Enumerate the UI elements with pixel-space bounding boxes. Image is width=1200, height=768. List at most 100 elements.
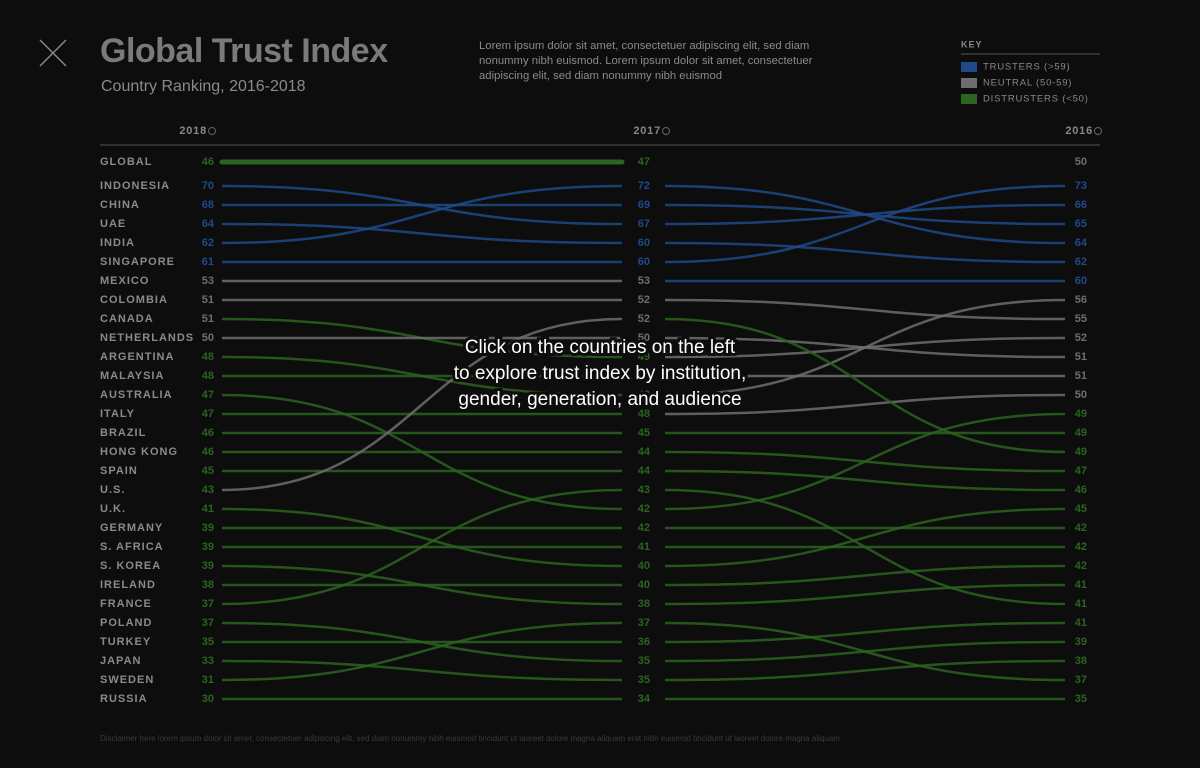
disclaimer: Disclaimer here lorem ipsum dolor sit am… — [100, 734, 840, 743]
global-value: 47 — [638, 156, 650, 168]
value-label: 47 — [202, 389, 214, 401]
value-label: 55 — [1075, 313, 1087, 325]
country-label[interactable]: SWEDEN — [100, 674, 154, 686]
country-label[interactable]: TURKEY — [100, 636, 151, 648]
value-label: 39 — [202, 541, 214, 553]
value-label: 47 — [202, 408, 214, 420]
close-button[interactable] — [39, 39, 67, 67]
value-label: 60 — [638, 237, 650, 249]
year-header: 2018 — [179, 125, 207, 137]
country-label[interactable]: S. KOREA — [100, 560, 161, 572]
rank-line — [664, 659, 1066, 682]
country-label[interactable]: MALAYSIA — [100, 370, 164, 382]
rank-line — [221, 488, 623, 606]
year-header: 2017 — [633, 125, 661, 137]
overlay-text: gender, generation, and audience — [458, 389, 741, 410]
country-label[interactable]: MEXICO — [100, 275, 149, 287]
rank-line — [221, 507, 623, 568]
country-label[interactable]: NETHERLANDS — [100, 332, 194, 344]
rank-line — [664, 298, 1066, 321]
country-label[interactable]: CANADA — [100, 313, 154, 325]
value-label: 61 — [202, 256, 214, 268]
value-label: 49 — [638, 351, 650, 363]
rank-line — [221, 184, 623, 245]
key-swatch — [961, 94, 977, 104]
value-label: 53 — [202, 275, 214, 287]
country-label[interactable]: INDIA — [100, 237, 135, 249]
value-label: 37 — [638, 617, 650, 629]
country-label[interactable]: BRAZIL — [100, 427, 146, 439]
info-icon[interactable] — [1094, 127, 1102, 135]
key-label: DISTRUSTERS (<50) — [983, 94, 1089, 105]
country-label[interactable]: IRELAND — [100, 579, 156, 591]
global-value: 50 — [1075, 156, 1087, 168]
country-label[interactable]: SPAIN — [100, 465, 138, 477]
key-swatch — [961, 78, 977, 88]
value-label: 34 — [638, 693, 651, 705]
value-label: 43 — [202, 484, 214, 496]
value-label: 51 — [1075, 351, 1087, 363]
value-label: 48 — [638, 389, 650, 401]
country-label[interactable]: ARGENTINA — [100, 351, 174, 363]
rank-line — [664, 184, 1066, 264]
country-label[interactable]: GERMANY — [100, 522, 163, 534]
key-swatch — [961, 62, 977, 72]
overlay-text: Click on the countries on the left — [465, 337, 736, 358]
info-icon[interactable] — [208, 127, 216, 135]
country-label[interactable]: FRANCE — [100, 598, 152, 610]
value-label: 51 — [1075, 370, 1087, 382]
country-label[interactable]: ITALY — [100, 408, 135, 420]
value-label: 42 — [1075, 560, 1087, 572]
rank-line — [221, 222, 623, 245]
value-label: 40 — [638, 579, 650, 591]
year-header: 2016 — [1065, 125, 1093, 137]
info-icon[interactable] — [662, 127, 670, 135]
value-label: 35 — [202, 636, 214, 648]
value-label: 70 — [202, 180, 214, 192]
value-label: 56 — [1075, 294, 1087, 306]
country-label[interactable]: AUSTRALIA — [100, 389, 173, 401]
value-label: 49 — [1075, 408, 1087, 420]
value-label: 46 — [1075, 484, 1087, 496]
value-label: 37 — [202, 598, 214, 610]
country-label[interactable]: UAE — [100, 218, 126, 230]
rank-line — [664, 488, 1066, 606]
value-label: 46 — [202, 427, 214, 439]
value-label: 68 — [202, 199, 214, 211]
value-label: 37 — [202, 617, 214, 629]
country-label[interactable]: CHINA — [100, 199, 140, 211]
country-label[interactable]: U.K. — [100, 503, 126, 515]
value-label: 64 — [202, 218, 215, 230]
value-label: 42 — [638, 503, 650, 515]
country-label[interactable]: RUSSIA — [100, 693, 148, 705]
rank-line — [664, 621, 1066, 682]
key-title: KEY — [961, 39, 983, 49]
country-label[interactable]: U.S. — [100, 484, 125, 496]
rank-line — [221, 659, 623, 682]
country-label[interactable]: JAPAN — [100, 655, 141, 667]
country-label[interactable]: SINGAPORE — [100, 256, 175, 268]
value-label: 41 — [1075, 579, 1087, 591]
value-label: 66 — [1075, 199, 1087, 211]
value-label: 49 — [1075, 446, 1087, 458]
value-label: 69 — [638, 199, 650, 211]
country-label[interactable]: HONG KONG — [100, 446, 178, 458]
value-label: 52 — [1075, 332, 1087, 344]
global-value: 46 — [202, 156, 214, 168]
value-label: 43 — [638, 484, 650, 496]
rank-line — [664, 298, 1066, 397]
country-label[interactable]: S. AFRICA — [100, 541, 164, 553]
value-label: 31 — [202, 674, 214, 686]
value-label: 60 — [1075, 275, 1087, 287]
country-label[interactable]: INDONESIA — [100, 180, 170, 192]
country-label[interactable]: COLOMBIA — [100, 294, 168, 306]
value-label: 49 — [638, 370, 650, 382]
value-label: 42 — [1075, 541, 1087, 553]
overlay-text: to explore trust index by institution, — [454, 363, 747, 384]
subtitle: Country Ranking, 2016-2018 — [101, 78, 306, 95]
value-label: 45 — [1075, 503, 1087, 515]
rank-line — [221, 317, 623, 492]
country-label[interactable]: POLAND — [100, 617, 152, 629]
value-label: 52 — [638, 294, 650, 306]
